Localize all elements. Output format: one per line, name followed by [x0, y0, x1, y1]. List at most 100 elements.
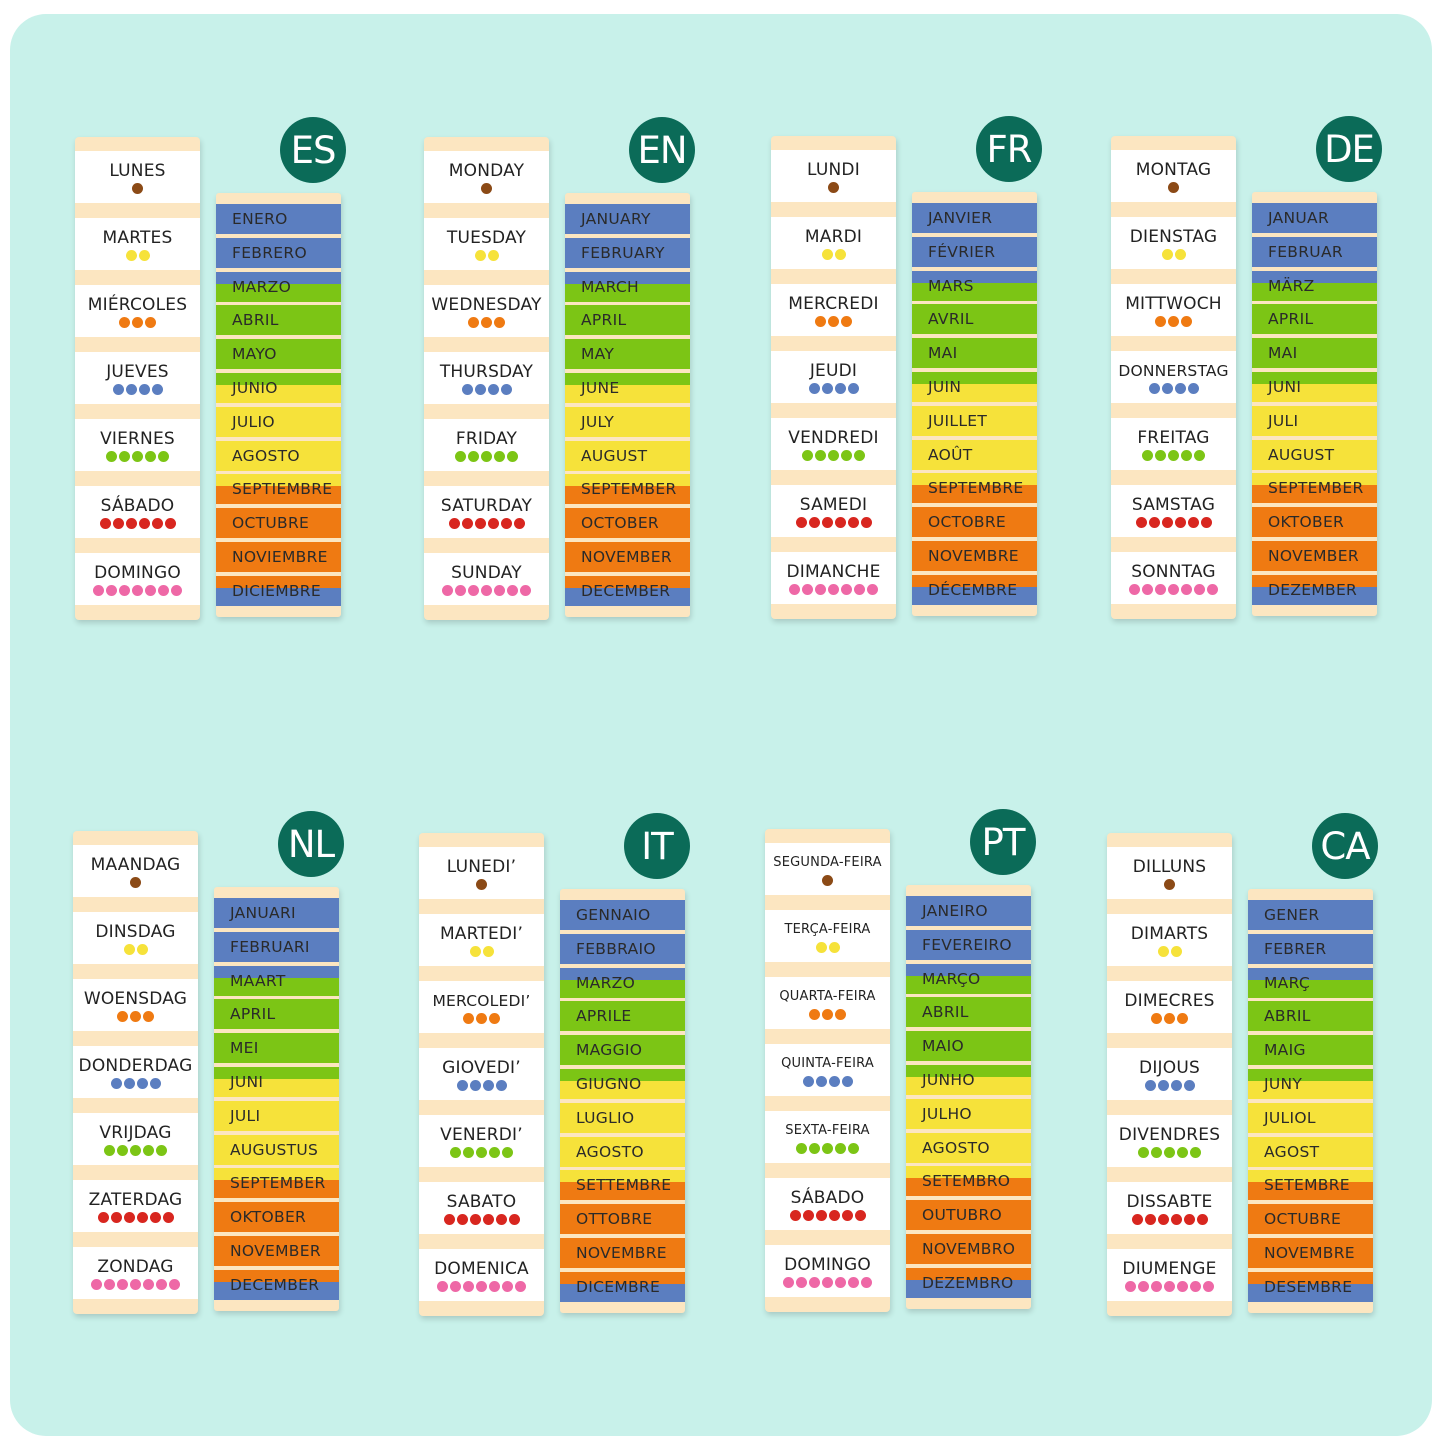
month-bar: MARS [912, 270, 1037, 301]
weekday-dot [468, 451, 479, 462]
weekday-dot [1190, 1281, 1201, 1292]
month-bar: DESEMBRE [1248, 1271, 1373, 1302]
weekday-card: DINSDAG [73, 912, 198, 964]
month-bar: FEBRERO [216, 237, 341, 268]
month-bar: NOVEMBER [565, 542, 690, 572]
weekday-card: DIENSTAG [1111, 217, 1236, 269]
weekday-dot [802, 584, 813, 595]
weekday-dot [494, 585, 505, 596]
weekday-dot [789, 584, 800, 595]
weekday-dot [132, 451, 143, 462]
weekday-dot [1174, 517, 1186, 528]
weekday-dot [487, 250, 499, 261]
month-bar: SEPTIEMBRE [216, 474, 341, 505]
weekday-dots [789, 1210, 866, 1221]
month-bar: MAYO [216, 339, 341, 370]
weekday-dot [828, 450, 839, 461]
weekday-dot [455, 585, 466, 596]
weekday-dot [463, 1013, 474, 1024]
weekday-dot [125, 384, 137, 395]
weekday-dot [795, 517, 807, 528]
weekday-label: VIERNES [100, 429, 175, 449]
weekday-label: ZATERDAG [88, 1190, 183, 1210]
weekday-dot [442, 585, 453, 596]
weekday-dot [796, 1143, 807, 1154]
weekday-dot [1155, 316, 1166, 327]
weekday-dots [1129, 584, 1218, 595]
weekday-label: DOMINGO [784, 1255, 871, 1275]
month-bar: ABRIL [216, 305, 341, 336]
weekday-strip: MAANDAG DINSDAG WOENSDAG DONDERDAG VRIJDAG ZA… [73, 831, 198, 1314]
weekday-dot [508, 1214, 520, 1225]
weekday-label: TERÇA-FEIRA [784, 922, 871, 937]
weekday-dot [158, 585, 169, 596]
language-badge-en: EN [629, 117, 695, 183]
weekday-dot [482, 1214, 494, 1225]
weekday-dot [461, 518, 473, 529]
weekday-dots [796, 1143, 859, 1154]
weekday-dot [106, 451, 117, 462]
month-bar: MARZO [216, 271, 341, 302]
month-bar: NOVEMBRE [1248, 1238, 1373, 1268]
weekday-dots [463, 1013, 500, 1024]
weekday-card: VRIJDAG [73, 1113, 198, 1165]
weekday-card: SEXTA-FEIRA [765, 1111, 890, 1163]
month-bar: JULHO [906, 1098, 1031, 1129]
weekday-label: DONDERDAG [78, 1056, 193, 1076]
weekday-label: ZONDAG [97, 1257, 174, 1277]
weekday-dot [1187, 383, 1199, 394]
month-bar: DICEMBRE [560, 1271, 685, 1302]
weekday-dot [1125, 1281, 1136, 1292]
weekday-dot [1174, 249, 1186, 260]
weekday-dot [456, 1080, 468, 1091]
weekday-dots [1131, 1214, 1208, 1225]
weekday-dot [476, 1013, 487, 1024]
weekday-dot [138, 384, 150, 395]
month-bar: JUNY [1248, 1069, 1373, 1099]
weekday-dot [1155, 450, 1166, 461]
month-bar: MÄRZ [1252, 270, 1377, 301]
weekday-dot [145, 317, 156, 328]
weekday-card: MERCOLEDI’ [419, 981, 544, 1033]
weekday-label: MIÉRCOLES [87, 295, 188, 315]
month-bar: SETEMBRO [906, 1166, 1031, 1197]
month-bar: SEPTEMBER [1252, 473, 1377, 504]
weekday-dots [123, 944, 148, 955]
weekday-card: TERÇA-FEIRA [765, 910, 890, 962]
weekday-dot [448, 518, 460, 529]
weekday-dots [802, 450, 865, 461]
weekday-dot [835, 1277, 846, 1288]
weekday-card: DIMECRES [1107, 981, 1232, 1033]
weekday-label: SEGUNDA-FEIRA [773, 855, 882, 870]
weekday-dot [117, 1279, 128, 1290]
weekday-dot [502, 1147, 513, 1158]
weekday-label: MERCOLEDI’ [432, 992, 531, 1010]
weekday-dot [138, 518, 150, 529]
weekday-dot [513, 518, 525, 529]
weekday-dot [815, 316, 826, 327]
weekday-dot [130, 1011, 141, 1022]
weekday-dot [1138, 1281, 1149, 1292]
weekday-card: SATURDAY [424, 486, 549, 538]
weekday-dot [125, 250, 137, 261]
weekday-card: MONDAY [424, 151, 549, 203]
weekday-dot [1157, 946, 1169, 957]
weekday-card: WEDNESDAY [424, 285, 549, 337]
weekday-dots [132, 183, 143, 194]
month-bar: FEBRUARI [214, 931, 339, 962]
weekday-label: DIVENDRES [1118, 1125, 1221, 1145]
weekday-dot [123, 1212, 135, 1223]
month-bar: MEI [214, 1033, 339, 1064]
weekday-dot [1157, 1214, 1169, 1225]
weekday-label: SUNDAY [451, 563, 522, 583]
weekday-dot [1164, 1281, 1175, 1292]
weekday-dot [437, 1281, 448, 1292]
weekday-card: MIÉRCOLES [75, 285, 200, 337]
weekday-label: QUARTA-FEIRA [779, 989, 876, 1004]
weekday-strip: MONTAG DIENSTAG MITTWOCH DONNERSTAG FREITAG S… [1111, 136, 1236, 619]
weekday-dot [463, 1281, 474, 1292]
calendar-set-de: DE MONTAG DIENSTAG MITTWOCH DONNERSTAG FREITA… [1111, 116, 1411, 619]
weekday-card: MARTEDI’ [419, 914, 544, 966]
month-bar: OUTUBRO [906, 1200, 1031, 1231]
weekday-card: SABATO [419, 1182, 544, 1234]
